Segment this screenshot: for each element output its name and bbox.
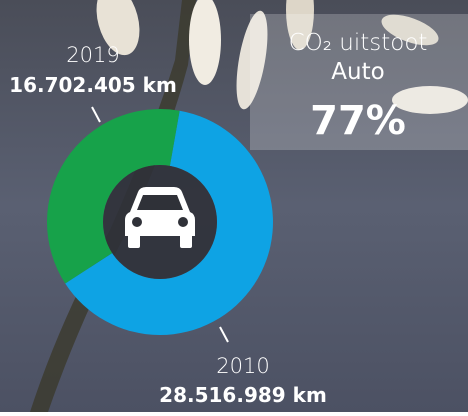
donut-segment xyxy=(65,110,273,335)
value-label: 28.516.989 km xyxy=(159,383,327,407)
annotation: 77% xyxy=(310,98,406,144)
subtitle: Auto xyxy=(331,59,384,85)
category-label: 2010 xyxy=(216,354,269,378)
value-label: 16.702.405 km xyxy=(9,73,177,97)
leader-line xyxy=(219,326,229,343)
car-icon xyxy=(103,165,217,279)
title: CO₂ uitstoot xyxy=(289,30,428,56)
leader-line xyxy=(91,106,101,123)
category-label: 2019 xyxy=(66,43,119,67)
donut-segment xyxy=(47,109,180,284)
